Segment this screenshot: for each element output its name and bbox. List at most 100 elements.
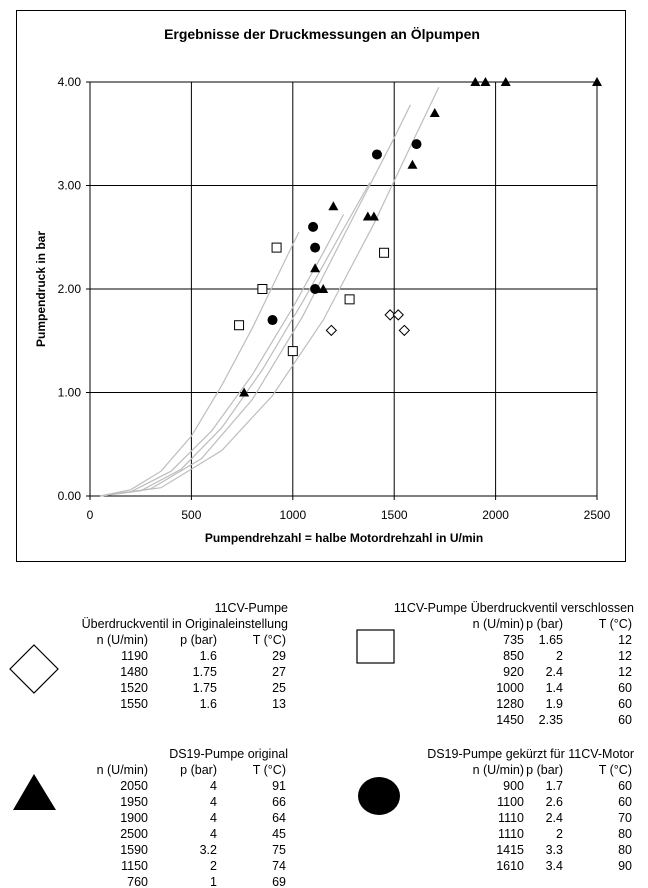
table-row: 1110 2.4 70: [330, 810, 634, 826]
cell-t: 74: [272, 859, 286, 873]
y-tick-label: 1.00: [58, 386, 82, 400]
table-row: 900 1.7 60: [330, 778, 634, 794]
header-n: n (U/min): [472, 763, 524, 777]
triangle-marker: [362, 211, 373, 221]
cell-t: 12: [618, 633, 632, 647]
header-t: T (°C): [598, 617, 632, 631]
circle-marker: [267, 315, 278, 326]
table-row: 850 2 12: [330, 648, 634, 664]
cell-p: 1.6: [199, 649, 217, 663]
fit-curve: [100, 104, 411, 497]
square-marker: [271, 242, 282, 253]
table-row: 1480 1.75 27: [48, 664, 288, 680]
table-title: 11CV-Pumpe Überdruckventil verschlossen: [393, 601, 634, 615]
diamond-marker: [398, 324, 411, 337]
cell-p: 2.4: [545, 665, 563, 679]
cell-t: 27: [272, 665, 286, 679]
cell-p: 2.4: [545, 811, 563, 825]
table-header-row: n (U/min) p (bar) T (°C): [48, 632, 288, 648]
cell-p: 3.4: [545, 859, 563, 873]
triangle-marker: [500, 77, 511, 86]
table-row: 1590 3.2 75: [48, 842, 288, 858]
table-triangle: DS19-Pumpe original n (U/min) p (bar) T …: [48, 746, 288, 888]
cell-n: 1610: [496, 859, 524, 873]
cell-t: 60: [618, 795, 632, 809]
cell-n: 2050: [120, 779, 148, 793]
cell-n: 1590: [120, 843, 148, 857]
cell-p: 1.75: [192, 665, 217, 679]
cell-p: 1.7: [545, 779, 563, 793]
cell-t: 60: [618, 779, 632, 793]
square-marker: [379, 247, 390, 258]
chart-area: Ergebnisse der Druckmessungen an Ölpumpe…: [16, 10, 626, 562]
cell-n: 1190: [121, 649, 148, 663]
cell-t: 70: [618, 811, 632, 825]
circle-marker: [371, 149, 382, 160]
y-tick-label: 4.00: [58, 75, 82, 89]
table-header-row: n (U/min) p (bar) T (°C): [330, 762, 634, 778]
cell-p: 1.75: [192, 681, 217, 695]
table-square: 11CV-Pumpe Überdruckventil verschlossen …: [330, 600, 634, 728]
header-n: n (U/min): [96, 763, 148, 777]
table-row: 1550 1.6 13: [48, 696, 288, 712]
cell-p: 1.6: [199, 697, 217, 711]
cell-n: 1150: [121, 859, 148, 873]
header-t: T (°C): [252, 763, 286, 777]
cell-n: 1900: [120, 811, 148, 825]
table-row: 1415 3.3 80: [330, 842, 634, 858]
cell-p: 1.4: [545, 681, 563, 695]
header-t: T (°C): [598, 763, 632, 777]
cell-t: 60: [618, 713, 632, 727]
circle-marker: [308, 221, 319, 232]
cell-t: 45: [272, 827, 286, 841]
table-row: 760 1 69: [48, 874, 288, 888]
x-tick-label: 0: [87, 508, 94, 522]
axis-ticks: 0 500 1000 1500 2000 2500 0.00 1.00 2.00 3.00 4.00: [58, 75, 611, 522]
cell-n: 1415: [496, 843, 524, 857]
cell-n: 735: [503, 633, 524, 647]
cell-n: 1280: [496, 697, 524, 711]
cell-n: 1550: [120, 697, 148, 711]
header-t: T (°C): [252, 633, 286, 647]
table-row: 1150 2 74: [48, 858, 288, 874]
cell-t: 60: [618, 697, 632, 711]
table-row: 920 2.4 12: [330, 664, 634, 680]
cell-n: 1950: [120, 795, 148, 809]
diamond-marker: [392, 309, 404, 321]
cell-t: 25: [272, 681, 286, 695]
cell-p: 3.3: [545, 843, 563, 857]
cell-n: 760: [127, 875, 148, 888]
triangle-legend-symbol: [13, 774, 56, 810]
triangle-marker: [480, 77, 491, 86]
cell-n: 1450: [496, 713, 524, 727]
triangle-marker: [429, 108, 440, 118]
cell-n: 1110: [498, 811, 524, 825]
fit-curves: [99, 86, 440, 497]
cell-t: 12: [618, 665, 632, 679]
fit-curve: [99, 231, 300, 497]
cell-t: 29: [272, 649, 286, 663]
cell-t: 75: [272, 843, 286, 857]
header-p: p (bar): [180, 763, 217, 777]
table-circle: DS19-Pumpe gekürzt für 11CV-Motor n (U/m…: [330, 746, 634, 874]
cell-t: 80: [618, 827, 632, 841]
fit-curve: [100, 86, 440, 497]
cell-p: 4: [210, 811, 217, 825]
header-n: n (U/min): [472, 617, 524, 631]
header-p: p (bar): [526, 617, 563, 631]
pressure-chart: Ergebnisse der Druckmessungen an Ölpumpe…: [34, 26, 611, 545]
cell-t: 80: [618, 843, 632, 857]
cell-n: 2500: [120, 827, 148, 841]
data-markers: [234, 77, 602, 397]
square-legend-symbol: [356, 629, 395, 664]
cell-p: 2.6: [545, 795, 563, 809]
chart-frame: [16, 10, 626, 562]
cell-n: 850: [503, 649, 524, 663]
table-row: 1900 4 64: [48, 810, 288, 826]
grid-layer: [86, 81, 598, 500]
y-tick-label: 3.00: [58, 179, 82, 193]
y-axis-label: Pumpendruck in bar: [34, 231, 48, 347]
table-row: 735 1.65 12: [330, 632, 634, 648]
y-tick-label: 0.00: [58, 489, 82, 503]
cell-p: 2: [556, 827, 563, 841]
